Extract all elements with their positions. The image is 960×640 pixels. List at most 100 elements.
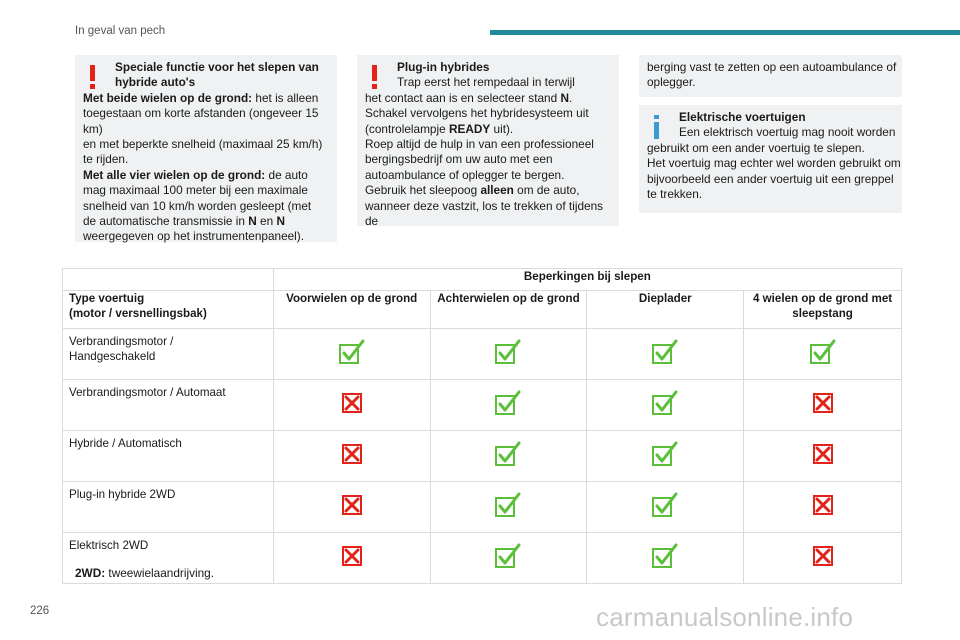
towing-status-cell: [743, 481, 902, 533]
vehicle-type-line1: Verbrandingsmotor /: [69, 335, 174, 348]
group-header: Beperkingen bij slepen: [272, 268, 903, 291]
check-icon: [652, 390, 678, 416]
towing-status-cell: [429, 532, 588, 584]
towing-status-cell: [272, 532, 431, 584]
plugin-hybrid-continued-box: berging vast te zetten op een autoambula…: [639, 55, 902, 97]
plugin-hybrid-warning-box: Plug-in hybrides Trap eerst het rempedaa…: [357, 55, 619, 228]
check-icon: [495, 492, 521, 518]
table-row: Elektrisch 2WD: [62, 532, 902, 584]
check-icon: [495, 390, 521, 416]
plugin-text-7: autoambulance of oplegger te bergen.: [365, 167, 565, 182]
towing-status-cell: [272, 430, 431, 482]
towing-limits-table: Beperkingen bij slepen Type voertuig (mo…: [62, 268, 903, 584]
vehicle-type-cell: Verbrandingsmotor / Automaat: [62, 379, 274, 431]
plugin-text-9: wanneer deze vastzit, los te trekken of …: [365, 198, 604, 229]
cross-icon: [339, 543, 365, 569]
footnote-label: 2WD:: [75, 566, 106, 580]
vehicle-type-cell: Hybride / Automatisch: [62, 430, 274, 482]
hybrid-towing-warning-box: Speciale functie voor het slepen van hyb…: [75, 55, 337, 244]
vehicle-type-cell: Verbrandingsmotor / Handgeschakeld: [62, 328, 274, 380]
four-wheels-label: Met alle vier wielen op de grond:: [83, 167, 266, 182]
check-icon: [495, 441, 521, 467]
towing-status-cell: [586, 532, 745, 584]
vehicle-type-line1: Verbrandingsmotor / Automaat: [69, 386, 226, 399]
watermark: carmanualsonline.info: [596, 602, 854, 632]
plugin-text-2-end: .: [568, 90, 573, 105]
empty-corner-cell: [62, 268, 274, 291]
check-icon: [652, 492, 678, 518]
vehicle-type-cell: Elektrisch 2WD: [62, 532, 274, 584]
table-row: Verbrandingsmotor / Handgeschakeld: [62, 328, 902, 380]
four-wheels-text: de auto: [265, 167, 308, 182]
type-header-line1: Type voertuig: [69, 292, 145, 305]
towing-status-cell: [586, 481, 745, 533]
electric-text-4: bijvoorbeeld een ander voertuig uit een …: [647, 171, 894, 186]
type-header-line2: (motor / versnellingsbak): [69, 307, 207, 320]
gear-n: N: [560, 90, 569, 105]
plugin-text-2: het contact aan is en selecteer stand: [365, 90, 561, 105]
towing-status-cell: [272, 379, 431, 431]
table-row: Verbrandingsmotor / Automaat: [62, 379, 902, 431]
plugin-text-5: Roep altijd de hulp in van een professio…: [365, 137, 594, 152]
towing-status-cell: [429, 328, 588, 380]
section-title: In geval van pech: [75, 25, 166, 37]
cross-icon: [339, 492, 365, 518]
check-icon: [809, 339, 836, 365]
check-icon: [495, 543, 521, 569]
cross-icon: [810, 390, 836, 416]
two-wheels-text-2: toegestaan om korte afstanden (ongeveer …: [83, 106, 319, 136]
gear-n-2: N: [276, 214, 285, 229]
table-header-row: Type voertuig (motor / versnellingsbak) …: [62, 290, 902, 329]
page-number: 226: [30, 605, 50, 617]
info-icon: [654, 115, 660, 139]
cont-text-2: oplegger.: [647, 75, 696, 90]
four-wheels-en: en: [256, 214, 277, 229]
hybrid-heading-line1: Speciale functie voor het slepen van: [115, 60, 319, 74]
table-row: Hybride / Automatisch: [62, 430, 902, 482]
two-wheels-text: het is alleen: [252, 90, 319, 105]
gear-n-1: N: [248, 214, 257, 229]
plugin-text-8-end: om de auto,: [513, 183, 580, 198]
electric-heading: Elektrische voertuigen: [679, 110, 806, 124]
plugin-text-6: bergingsbedrijf om uw auto met een: [365, 152, 553, 167]
plugin-text-4: (controlelampje: [365, 121, 449, 136]
two-wheels-text-3: en met beperkte snelheid (maximaal 25 km…: [83, 137, 323, 152]
towing-status-cell: [743, 430, 902, 482]
two-wheels-text-4: te rijden.: [83, 152, 129, 167]
vehicle-type-line1: Elektrisch 2WD: [69, 539, 149, 552]
towing-status-cell: [743, 532, 902, 584]
towing-status-cell: [586, 328, 745, 380]
check-icon: [652, 339, 678, 365]
check-icon: [652, 543, 678, 569]
plugin-text-1: Trap eerst het rempedaal in terwijl: [397, 75, 575, 90]
four-wheels-text-3: snelheid van 10 km/h worden gesleept (me…: [83, 198, 312, 213]
four-wheels-text-4: de automatische transmissie in: [83, 214, 249, 229]
towing-status-cell: [743, 379, 902, 431]
cross-icon: [339, 441, 365, 467]
electric-text-5: te trekken.: [647, 187, 703, 202]
plugin-heading: Plug-in hybrides: [397, 60, 490, 74]
ready-lamp-label: READY: [448, 121, 491, 136]
type-column-header: Type voertuig (motor / versnellingsbak): [62, 290, 274, 329]
check-icon: [338, 339, 365, 365]
vehicle-type-line2: Handgeschakeld: [69, 350, 156, 363]
check-icon: [652, 441, 678, 467]
warning-icon: [372, 65, 378, 89]
warning-icon: [90, 65, 96, 89]
column-header-rear-wheels: Achterwielen op de grond: [429, 290, 588, 329]
hybrid-heading-line2: hybride auto's: [115, 75, 196, 90]
electric-text-2: gebruikt om een ander voertuig te slepen…: [647, 140, 865, 155]
table-row: Plug-in hybride 2WD: [62, 481, 902, 533]
column-header-flatbed: Dieplader: [586, 290, 745, 329]
plugin-text-4-end: uit).: [490, 121, 514, 136]
alleen-emphasis: alleen: [480, 183, 514, 198]
towing-status-cell: [586, 379, 745, 431]
two-wheels-label: Met beide wielen op de grond:: [83, 90, 253, 105]
cross-icon: [810, 543, 836, 569]
four-wheels-text-2: mag maximaal 100 meter bij een maximale: [83, 183, 308, 198]
header-accent-bar: [490, 30, 960, 35]
four-wheels-text-5: weergegeven op het instrumentenpaneel).: [83, 229, 305, 244]
plugin-text-8: Gebruik het sleepoog: [365, 183, 481, 198]
cross-icon: [339, 390, 365, 416]
towing-status-cell: [429, 430, 588, 482]
